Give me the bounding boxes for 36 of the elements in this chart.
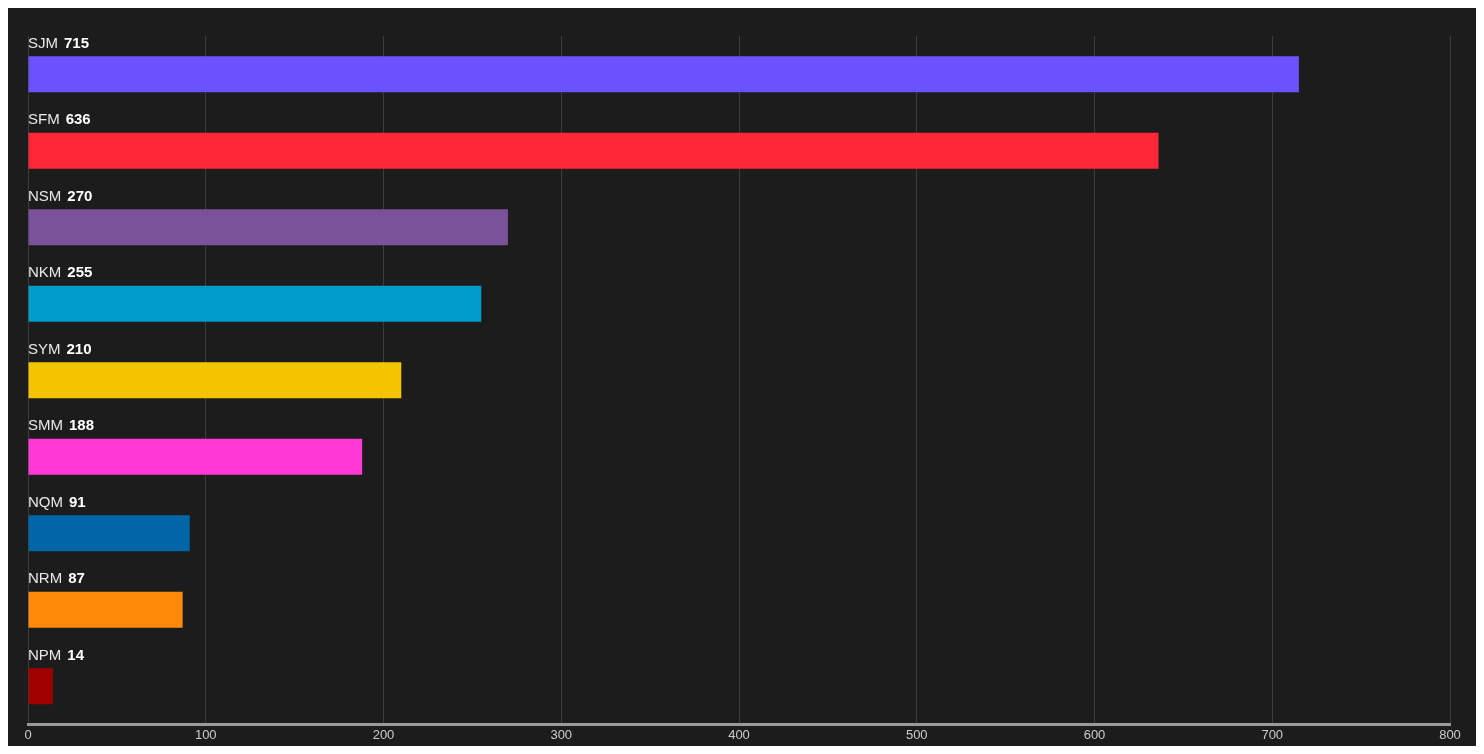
y-tick-label: SYM	[28, 339, 61, 357]
data-label: 87	[68, 569, 85, 587]
y-tick-label: SJM	[28, 33, 58, 51]
data-label: 255	[67, 263, 93, 281]
bar	[28, 132, 1159, 169]
bar	[28, 515, 190, 552]
bar	[28, 56, 1299, 93]
bar	[28, 285, 482, 322]
y-tick-label: NSM	[28, 186, 62, 204]
bar	[28, 591, 183, 628]
data-label: 715	[64, 33, 90, 51]
x-tick-label: 600	[1083, 726, 1106, 742]
x-tick-label: 0	[24, 726, 32, 742]
y-tick-label: NPM	[28, 645, 62, 663]
x-tick-label: 400	[728, 726, 750, 742]
x-tick-label: 500	[905, 726, 928, 742]
y-tick-label: SFM	[28, 110, 60, 128]
data-label: 636	[65, 110, 91, 128]
data-label: 188	[69, 416, 95, 434]
bar	[28, 438, 363, 475]
data-label: 270	[67, 186, 93, 204]
x-tick-label: 700	[1261, 726, 1284, 742]
y-tick-label: NKM	[28, 263, 62, 281]
bar	[28, 668, 53, 705]
x-tick-label: 800	[1439, 726, 1461, 742]
x-tick-label: 200	[372, 726, 395, 742]
x-tick-label: 100	[194, 726, 217, 742]
data-label: 91	[69, 492, 86, 510]
y-tick-label: NRM	[28, 569, 63, 587]
y-tick-label: SMM	[28, 416, 63, 434]
y-tick-label: NQM	[28, 492, 63, 510]
bar	[28, 209, 508, 246]
data-label: 14	[67, 645, 85, 663]
x-tick-label: 300	[550, 726, 573, 742]
bar	[28, 362, 402, 399]
data-label: 210	[66, 339, 92, 357]
